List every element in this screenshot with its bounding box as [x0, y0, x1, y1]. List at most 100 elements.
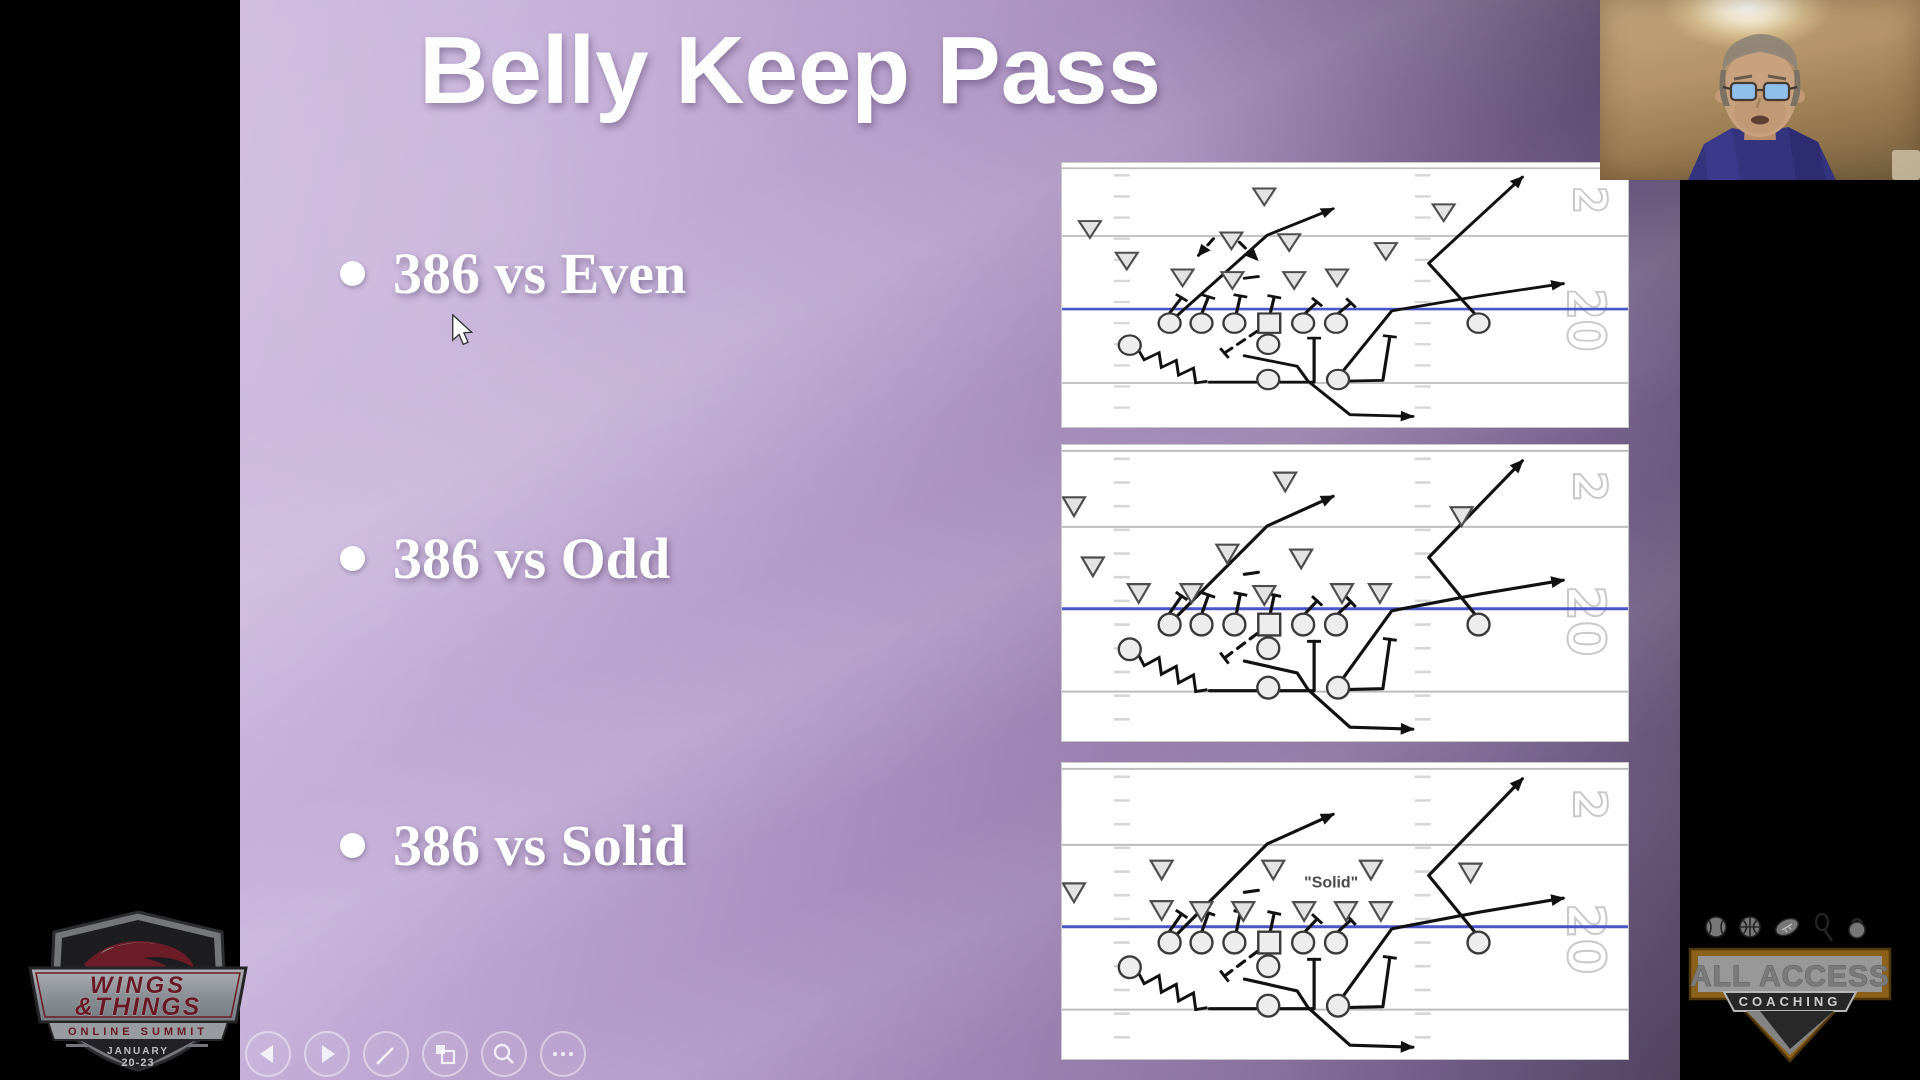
offense-player: [1325, 675, 1351, 700]
defender-triangle: [1218, 231, 1245, 252]
toolbar-pen-button[interactable]: [363, 1031, 409, 1077]
route-line: [1337, 576, 1566, 686]
mouse-cursor: [452, 314, 474, 346]
play-diagram-svg: 2 20: [1062, 449, 1628, 735]
lacrosse-stick-icon: [1814, 912, 1834, 942]
toolbar-see-all-slides-button[interactable]: [422, 1031, 468, 1077]
offense-player: [1325, 993, 1351, 1018]
route-line: [1335, 297, 1357, 316]
toolbar-more-options-button[interactable]: [540, 1031, 586, 1077]
route-line: [1233, 591, 1248, 616]
kettlebell-icon: [1848, 917, 1866, 939]
toolbar-zoom-button[interactable]: [481, 1031, 527, 1077]
bullet-dot: [340, 546, 365, 571]
offense-player: [1323, 312, 1349, 334]
slideshow-toolbar: [245, 1031, 586, 1077]
january-text: JANUARY: [107, 1046, 169, 1057]
defender-triangle: [1333, 901, 1359, 924]
left-arrow-icon: [260, 1045, 273, 1063]
defender-triangle: [1251, 585, 1278, 608]
defender-triangle: [1448, 506, 1475, 529]
motion-zigzag: [1137, 654, 1208, 694]
center-square: [1257, 612, 1282, 637]
toolbar-next-button[interactable]: [304, 1031, 350, 1077]
defender-triangle: [1169, 268, 1196, 289]
route-line: [1196, 237, 1216, 257]
offense-player: [1117, 955, 1142, 980]
baseball-icon: [1705, 916, 1727, 938]
defender-triangle: [1276, 233, 1303, 253]
route-line: [1335, 595, 1357, 617]
route-line: [1242, 275, 1260, 280]
offense-player: [1117, 637, 1142, 662]
route-line: [1173, 494, 1335, 621]
defender-triangle: [1372, 242, 1399, 262]
defender-triangle: [1214, 543, 1241, 566]
defender-triangle: [1062, 496, 1087, 519]
play-diagram-vs-even: 2 20: [1061, 162, 1629, 428]
defender-triangle: [1368, 901, 1394, 924]
defender-triangle: [1281, 271, 1308, 291]
presenter-portrait: [1688, 34, 1920, 180]
defender-triangle: [1077, 220, 1103, 240]
all-access-coaching-logo: ALL ACCESS COACHING: [1684, 903, 1896, 1075]
defender-triangle: [1329, 583, 1355, 606]
play-diagram-vs-odd: 2 20: [1061, 444, 1629, 742]
play-diagram-vs-solid: 2 20 "Solid": [1061, 762, 1629, 1060]
offense-player: [1256, 636, 1281, 661]
route-line: [1237, 240, 1259, 262]
football-icon: [1774, 917, 1800, 937]
route-line: [1302, 595, 1324, 617]
offense-player: [1290, 930, 1316, 955]
offense-player: [1157, 612, 1182, 637]
offense-player: [1157, 312, 1182, 334]
webcam-overlay: [1600, 0, 1920, 180]
route-line: [1267, 592, 1282, 616]
defender-triangle: [1324, 268, 1350, 289]
route-line: [1233, 293, 1248, 315]
offense-player: [1256, 993, 1281, 1018]
offense-player: [1323, 930, 1349, 955]
dates-text: 20-23: [121, 1057, 154, 1069]
defender-triangle: [1148, 859, 1175, 882]
right-letterbox: [1680, 0, 1920, 1080]
toolbar-previous-button[interactable]: [245, 1031, 291, 1077]
offense-player: [1290, 312, 1316, 334]
route-line: [1302, 913, 1324, 935]
defender-triangle: [1125, 583, 1152, 606]
play-diagram-svg: 2 20: [1062, 167, 1628, 422]
motion-zigzag: [1137, 349, 1208, 385]
route-line: [1337, 954, 1397, 1010]
defender-triangle: [1457, 862, 1484, 885]
route-line: [1337, 636, 1397, 692]
center-square: [1257, 312, 1282, 334]
offense-player: [1189, 312, 1214, 334]
all-access-text: ALL ACCESS: [1690, 960, 1890, 993]
offense-player: [1256, 675, 1281, 700]
wings-things-logo: WINGS &THINGS ONLINE SUMMIT JANUARY 20-2…: [22, 906, 254, 1078]
right-arrow-icon: [322, 1045, 335, 1063]
route-line: [1302, 296, 1324, 316]
route-line: [1199, 293, 1216, 316]
route-line: [1207, 957, 1322, 1011]
defender-triangle: [1062, 882, 1087, 905]
online-summit-text: ONLINE SUMMIT: [68, 1026, 208, 1038]
bullet-item: 386 vs Solid: [340, 812, 686, 879]
route-line: [1219, 329, 1259, 359]
wings-text: WINGS: [90, 972, 186, 999]
front-label: "Solid": [1304, 874, 1358, 891]
route-line: [1173, 207, 1335, 320]
bullet-item: 386 vs Odd: [340, 525, 670, 592]
defender-triangle: [1178, 583, 1205, 606]
yard-number-watermark: 2: [1563, 789, 1616, 821]
yard-number-watermark: 20: [1555, 288, 1615, 352]
bullet-item: 386 vs Even: [340, 240, 686, 307]
coaching-text: COACHING: [1739, 994, 1842, 1009]
left-letterbox: [0, 0, 240, 1080]
defender-triangle: [1188, 901, 1215, 924]
route-line: [1242, 888, 1260, 894]
bullet-text: 386 vs Even: [393, 241, 687, 306]
offense-player: [1256, 333, 1281, 356]
route-line: [1207, 336, 1322, 384]
